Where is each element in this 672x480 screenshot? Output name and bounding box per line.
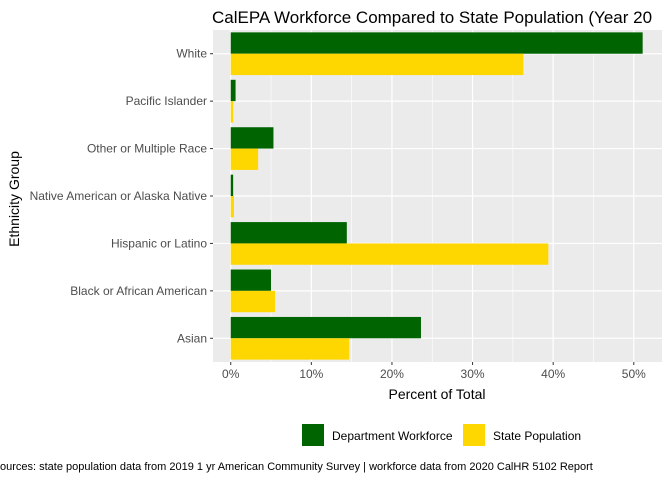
y-axis-title: Ethnicity Group <box>6 151 22 247</box>
bar-department-workforce <box>230 32 643 54</box>
legend-swatch <box>302 424 324 446</box>
x-tick-label: 10% <box>299 367 323 381</box>
x-tick-label: 50% <box>622 367 646 381</box>
y-tick-label: Other or Multiple Race <box>87 142 207 156</box>
legend: Department Workforce State Population <box>302 424 581 446</box>
x-tick-label: 0% <box>222 367 240 381</box>
bar-department-workforce <box>230 127 274 149</box>
y-axis: White Pacific Islander Other or Multiple R… <box>30 47 213 345</box>
bar-department-workforce <box>230 79 236 102</box>
x-tick-label: 20% <box>380 367 404 381</box>
x-axis: 0% 10% 20% 30% 40% 50% <box>222 362 646 381</box>
x-tick-label: 40% <box>541 367 565 381</box>
bar-state-population <box>230 243 549 265</box>
bar-state-population <box>230 148 259 170</box>
bar-state-population <box>230 53 524 76</box>
bar-department-workforce <box>230 174 234 196</box>
bar-state-population <box>230 196 234 218</box>
y-tick-label: Pacific Islander <box>126 94 207 108</box>
y-tick-label: White <box>176 47 207 61</box>
y-tick-label: Black or African American <box>70 284 207 298</box>
bar-state-population <box>230 338 350 360</box>
x-tick-label: 30% <box>461 367 485 381</box>
legend-swatch <box>463 424 485 446</box>
bars <box>230 32 643 360</box>
caption: ources: state population data from 2019 … <box>0 461 593 473</box>
y-tick-label: Hispanic or Latino <box>111 236 207 250</box>
bar-state-population <box>230 101 234 123</box>
x-axis-title: Percent of Total <box>388 386 485 402</box>
bar-department-workforce <box>230 316 421 339</box>
bar-department-workforce <box>230 222 347 244</box>
y-tick-label: Asian <box>177 331 207 345</box>
chart-title: CalEPA Workforce Compared to State Popul… <box>212 8 652 27</box>
y-tick-label: Native American or Alaska Native <box>30 189 208 203</box>
legend-label: State Population <box>493 429 581 443</box>
legend-label: Department Workforce <box>332 429 453 443</box>
bar-department-workforce <box>230 269 272 291</box>
bar-state-population <box>230 290 276 313</box>
